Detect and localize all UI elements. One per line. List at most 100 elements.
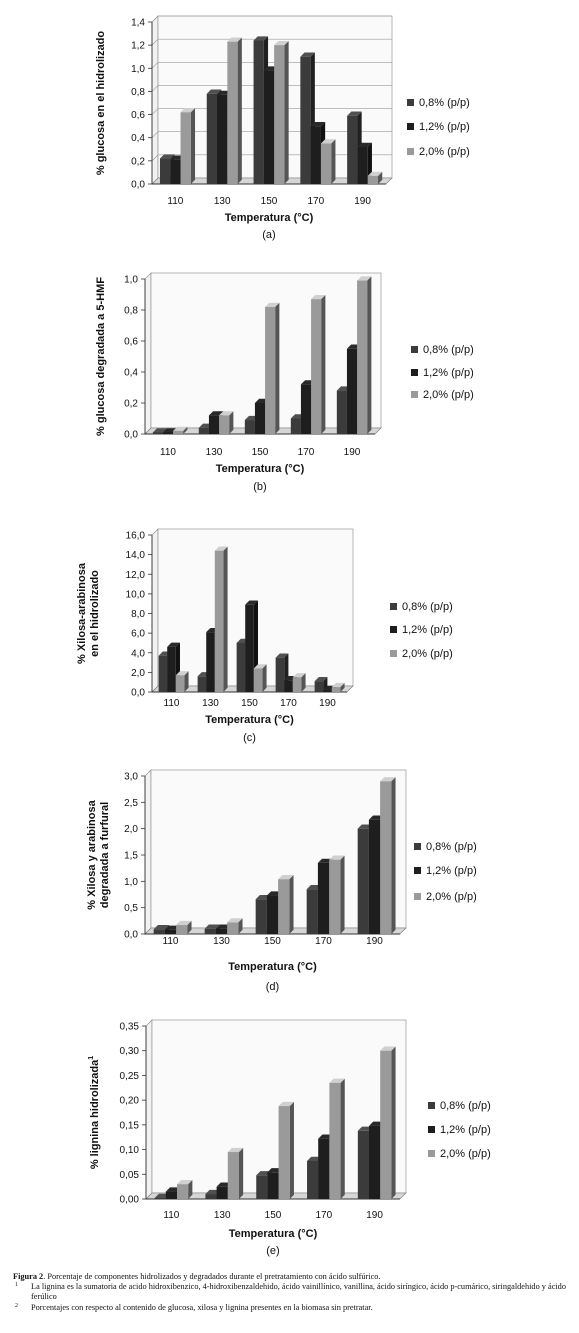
y-tick-label: 0,25 [120, 1071, 140, 1082]
bar-side [340, 1078, 345, 1199]
bar-front [245, 604, 254, 692]
x-tick-label: 170 [298, 447, 315, 458]
subfigure-label: (c) [243, 732, 256, 744]
bar-front [380, 1050, 392, 1199]
y-tick-label: 0,2 [124, 399, 138, 410]
bar-front [153, 929, 165, 934]
y-tick-label: 2,5 [124, 798, 138, 809]
bar-front [284, 680, 293, 692]
bar-front [256, 1175, 268, 1199]
bar-top [380, 777, 396, 782]
bar-side [391, 1046, 396, 1199]
bar-front [317, 862, 330, 934]
bar-top [329, 855, 345, 860]
bar-side [367, 276, 372, 434]
legend-label: 0,8% (p/p) [402, 601, 453, 613]
bar-front [267, 1172, 279, 1199]
bar-front [318, 1138, 330, 1199]
y-axis-title: % glucosa en el hidrolizado [95, 31, 107, 176]
x-tick-label: 150 [261, 196, 278, 207]
x-tick-label: 110 [164, 698, 180, 709]
bar-front [323, 690, 332, 692]
legend-swatch [414, 893, 421, 900]
x-tick-label: 170 [315, 936, 332, 947]
bar-top [206, 89, 222, 94]
bar-front [369, 1125, 381, 1199]
bar-front [219, 415, 230, 434]
bar-front [265, 306, 276, 434]
bar-front [215, 928, 228, 934]
bar-s20-170 [320, 139, 336, 184]
bar-front [216, 1186, 228, 1199]
bar-top [275, 653, 289, 658]
y-tick-label: 0,5 [124, 903, 138, 914]
y-axis-title-line: degradada a furfural [99, 802, 111, 908]
bar-top [310, 121, 326, 127]
bar-front [255, 899, 267, 934]
bar-front [205, 1194, 217, 1199]
caption-footnote-1: 1 La lignina es la sumatoria de acido hid… [13, 1282, 569, 1302]
y-tick-label: 0,00 [120, 1195, 140, 1206]
chart-e: 0,00 0,05 0,10 0,15 0,20 0,25 0,30 0,35 110 130 15… [88, 1019, 491, 1257]
bar-top [153, 925, 170, 930]
bar-top [159, 154, 175, 159]
bar-s20-130 [214, 546, 228, 692]
subfigure-label: (e) [266, 1245, 279, 1257]
legend-swatch [428, 1126, 435, 1133]
bar-s20-130 [227, 1147, 244, 1199]
bar-top [357, 276, 372, 281]
bar-front [162, 432, 174, 434]
x-tick-label: 170 [280, 698, 297, 709]
y-tick-label: 2,0 [131, 668, 145, 679]
bar-top [300, 52, 315, 57]
x-axis-title: Temperatura (°C) [225, 212, 314, 224]
bar-front [275, 657, 285, 692]
legend-swatch [414, 867, 421, 874]
legend-label: 2,0% (p/p) [426, 891, 477, 903]
bar-side [301, 673, 306, 692]
bar-front [159, 158, 171, 184]
y-axis-title-line: en el hidrolizado [89, 570, 101, 657]
bar-front [206, 632, 215, 692]
bar-front [176, 925, 188, 934]
bar-front [306, 889, 318, 934]
legend-swatch [428, 1150, 435, 1157]
y-tick-label: 0,4 [131, 133, 145, 144]
bar-front [154, 1198, 166, 1199]
legend-swatch [414, 843, 421, 850]
footnote-1-mark: 1 [15, 1282, 18, 1289]
bar-side [184, 671, 189, 692]
bar-top [167, 642, 180, 647]
bar-top [311, 294, 326, 300]
bar-front [357, 828, 369, 934]
bar-front [173, 430, 184, 434]
bar-front [217, 94, 228, 184]
bar-s20-190 [331, 682, 345, 692]
y-tick-label: 12,0 [126, 570, 146, 581]
caption-title-bold: Figura 2 [13, 1272, 44, 1281]
subfigure-label: (b) [253, 481, 266, 493]
bar-top [173, 426, 188, 431]
bar-s20-110 [176, 920, 192, 934]
bar-side [289, 875, 294, 934]
bar-front [244, 420, 255, 434]
x-tick-label: 110 [167, 196, 183, 207]
bar-side [223, 546, 228, 692]
legend-swatch [390, 626, 397, 633]
bar-s20-170 [292, 673, 306, 692]
bar-top [180, 108, 196, 113]
x-tick-label: 130 [206, 447, 223, 458]
x-tick-label: 150 [241, 698, 258, 709]
bar-top [227, 37, 242, 42]
bar-top [214, 546, 228, 551]
bar-side [284, 40, 289, 184]
bar-top [367, 171, 383, 176]
y-tick-label: 0,6 [131, 110, 145, 121]
bar-s20-110 [173, 426, 188, 434]
legend-swatch [411, 346, 418, 353]
y-tick-label: 0,10 [120, 1145, 140, 1156]
bar-s20-130 [227, 918, 243, 934]
side-wall [151, 15, 159, 185]
y-axis-title-superscript: 1 [88, 1056, 95, 1060]
legend-swatch [407, 123, 414, 130]
